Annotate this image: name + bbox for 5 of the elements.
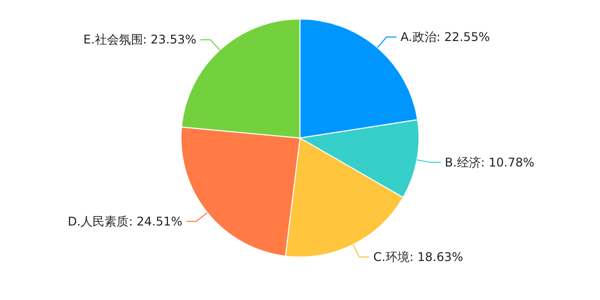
slice-label: D.人民素质 xyxy=(68,214,129,228)
slice-label: B.经济 xyxy=(444,155,481,170)
slice-label: C.环境 xyxy=(373,250,410,264)
slice-label: A.政治 xyxy=(400,30,436,44)
slice-label: E.社会氛围 xyxy=(83,32,143,47)
